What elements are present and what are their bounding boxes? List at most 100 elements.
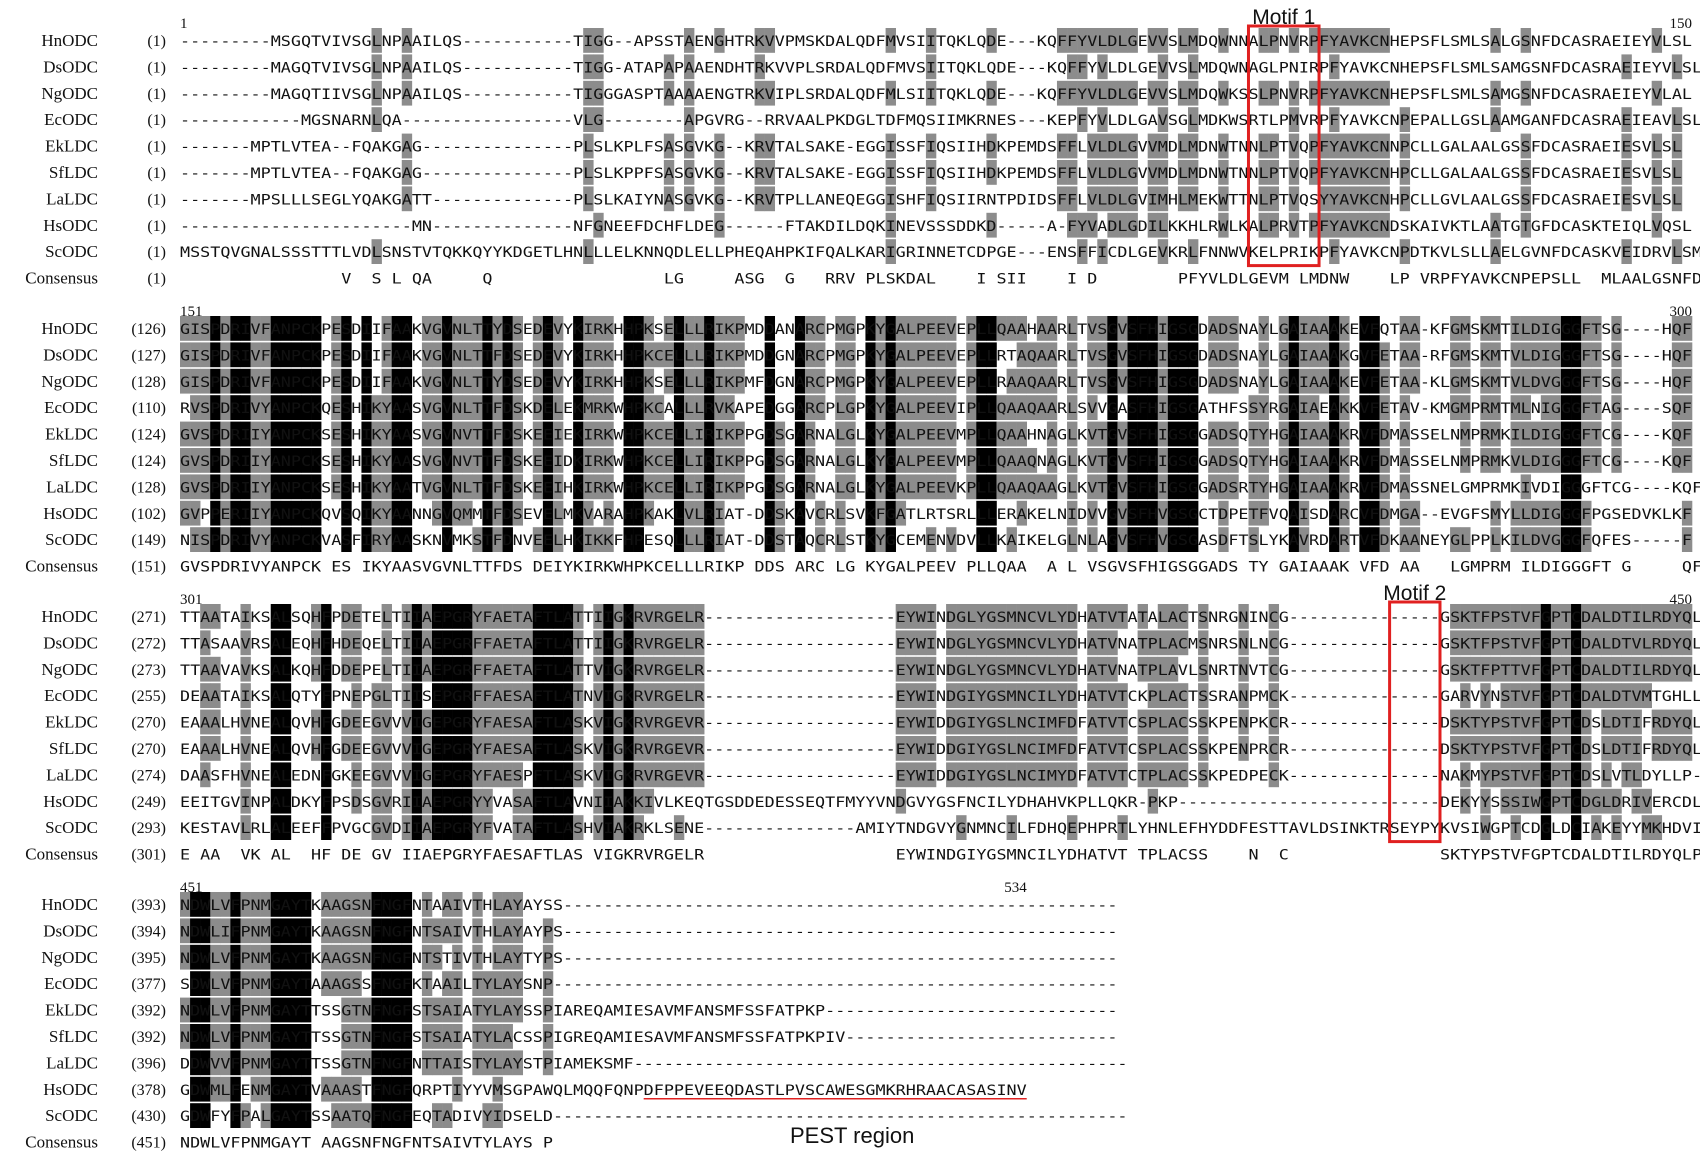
residue-shade <box>401 1076 413 1102</box>
residue-shade <box>472 604 483 629</box>
residue-shade <box>573 630 584 656</box>
residue-shade <box>341 316 352 341</box>
residue-shade <box>563 815 574 840</box>
residue-shade <box>452 604 463 629</box>
residue-shade <box>502 630 513 656</box>
start-position: (151) <box>131 559 166 576</box>
residue-shade <box>663 709 675 735</box>
residue-shade <box>552 683 564 708</box>
residue-shade <box>1611 630 1622 656</box>
residue-shade <box>1399 395 1411 420</box>
residue-shade <box>442 709 453 735</box>
residue-shade <box>1167 368 1179 394</box>
residue-shade <box>643 736 655 761</box>
residue-shade <box>573 709 584 735</box>
residue-shade <box>1077 80 1088 106</box>
residue-shade <box>1288 500 1300 526</box>
residue-shade <box>1288 186 1300 212</box>
residue-shade <box>946 683 957 708</box>
residue-shade <box>1339 421 1350 447</box>
residue-shade <box>190 1076 201 1102</box>
residue-shade <box>976 604 987 629</box>
residue-shade <box>976 709 987 735</box>
residue-shade <box>492 421 503 447</box>
residue-shade <box>1056 683 1068 708</box>
residue-shade <box>956 762 967 788</box>
residue-shade <box>1641 788 1652 814</box>
residue-shade <box>1359 448 1370 473</box>
residue-shade <box>1157 395 1169 420</box>
residue-shade <box>452 342 463 368</box>
residue-shade <box>1611 604 1622 629</box>
residue-shade <box>462 474 473 500</box>
residue-shade <box>542 944 554 970</box>
residue-shade <box>1238 656 1249 682</box>
residue-shade <box>1329 54 1340 80</box>
residue-shade <box>966 421 977 447</box>
residue-shade <box>341 527 352 552</box>
residue-shade <box>200 762 211 788</box>
residue-shade <box>1308 160 1320 185</box>
residue-shade <box>270 815 282 840</box>
residue-shade <box>613 630 624 656</box>
residue-shade <box>663 368 675 394</box>
residue-shade <box>341 448 352 473</box>
residue-shade <box>512 421 524 447</box>
identical-residues-overlay: DW F GAYT FNGF <box>180 898 1117 914</box>
residue-shade <box>684 342 695 368</box>
residue-shade <box>684 80 695 106</box>
residue-shade <box>472 892 483 917</box>
residue-shade <box>1621 762 1632 788</box>
residue-shade <box>1490 630 1501 656</box>
residue-shade <box>684 54 695 80</box>
residue-shade <box>260 1076 272 1102</box>
residue-shade <box>603 656 614 682</box>
residue-shade <box>1560 368 1572 394</box>
residue-shade <box>351 788 362 814</box>
residue-shade <box>300 316 312 341</box>
residue-shade <box>462 630 473 656</box>
residue-shade <box>1581 683 1592 708</box>
sequence-name: NgODC <box>41 660 98 679</box>
residue-shade <box>885 186 896 212</box>
residue-shade <box>976 368 987 394</box>
residue-shade <box>684 107 695 132</box>
residue-shade <box>1530 368 1542 394</box>
residue-shade <box>1177 736 1189 761</box>
residue-shade <box>381 1076 392 1102</box>
residue-shade <box>623 421 634 447</box>
residue-shade <box>240 421 251 447</box>
residue-shade <box>512 630 524 656</box>
residue-shade <box>633 527 644 552</box>
residue-shade <box>190 421 201 447</box>
residue-shade <box>482 395 493 420</box>
residue-shade <box>1288 80 1300 106</box>
residue-shade <box>1278 474 1290 500</box>
residue-shade <box>1450 316 1461 341</box>
residue-shade <box>1157 527 1169 552</box>
residue-shade <box>925 80 937 106</box>
residue-shade <box>885 395 896 420</box>
residue-shade <box>593 474 604 500</box>
residue-shade <box>542 316 554 341</box>
residue-shade <box>1681 448 1693 473</box>
residue-shade <box>210 500 221 526</box>
residue-shade <box>734 421 745 447</box>
residue-shade <box>573 474 584 500</box>
residue-shade <box>583 448 594 473</box>
residue-shade <box>583 421 594 447</box>
residue-shade <box>270 1076 282 1102</box>
residue-shade <box>794 474 806 500</box>
residue-shade <box>522 788 534 814</box>
residue-shade <box>1268 683 1280 708</box>
residue-shade <box>512 762 524 788</box>
residue-shade <box>442 316 453 341</box>
residue-shade <box>1480 316 1491 341</box>
residue-shade <box>1127 368 1138 394</box>
residue-shade <box>421 368 433 394</box>
residue-shade <box>250 997 261 1023</box>
residue-shade <box>1067 656 1078 682</box>
residue-shade <box>331 971 342 996</box>
residue-shade <box>1308 28 1320 53</box>
